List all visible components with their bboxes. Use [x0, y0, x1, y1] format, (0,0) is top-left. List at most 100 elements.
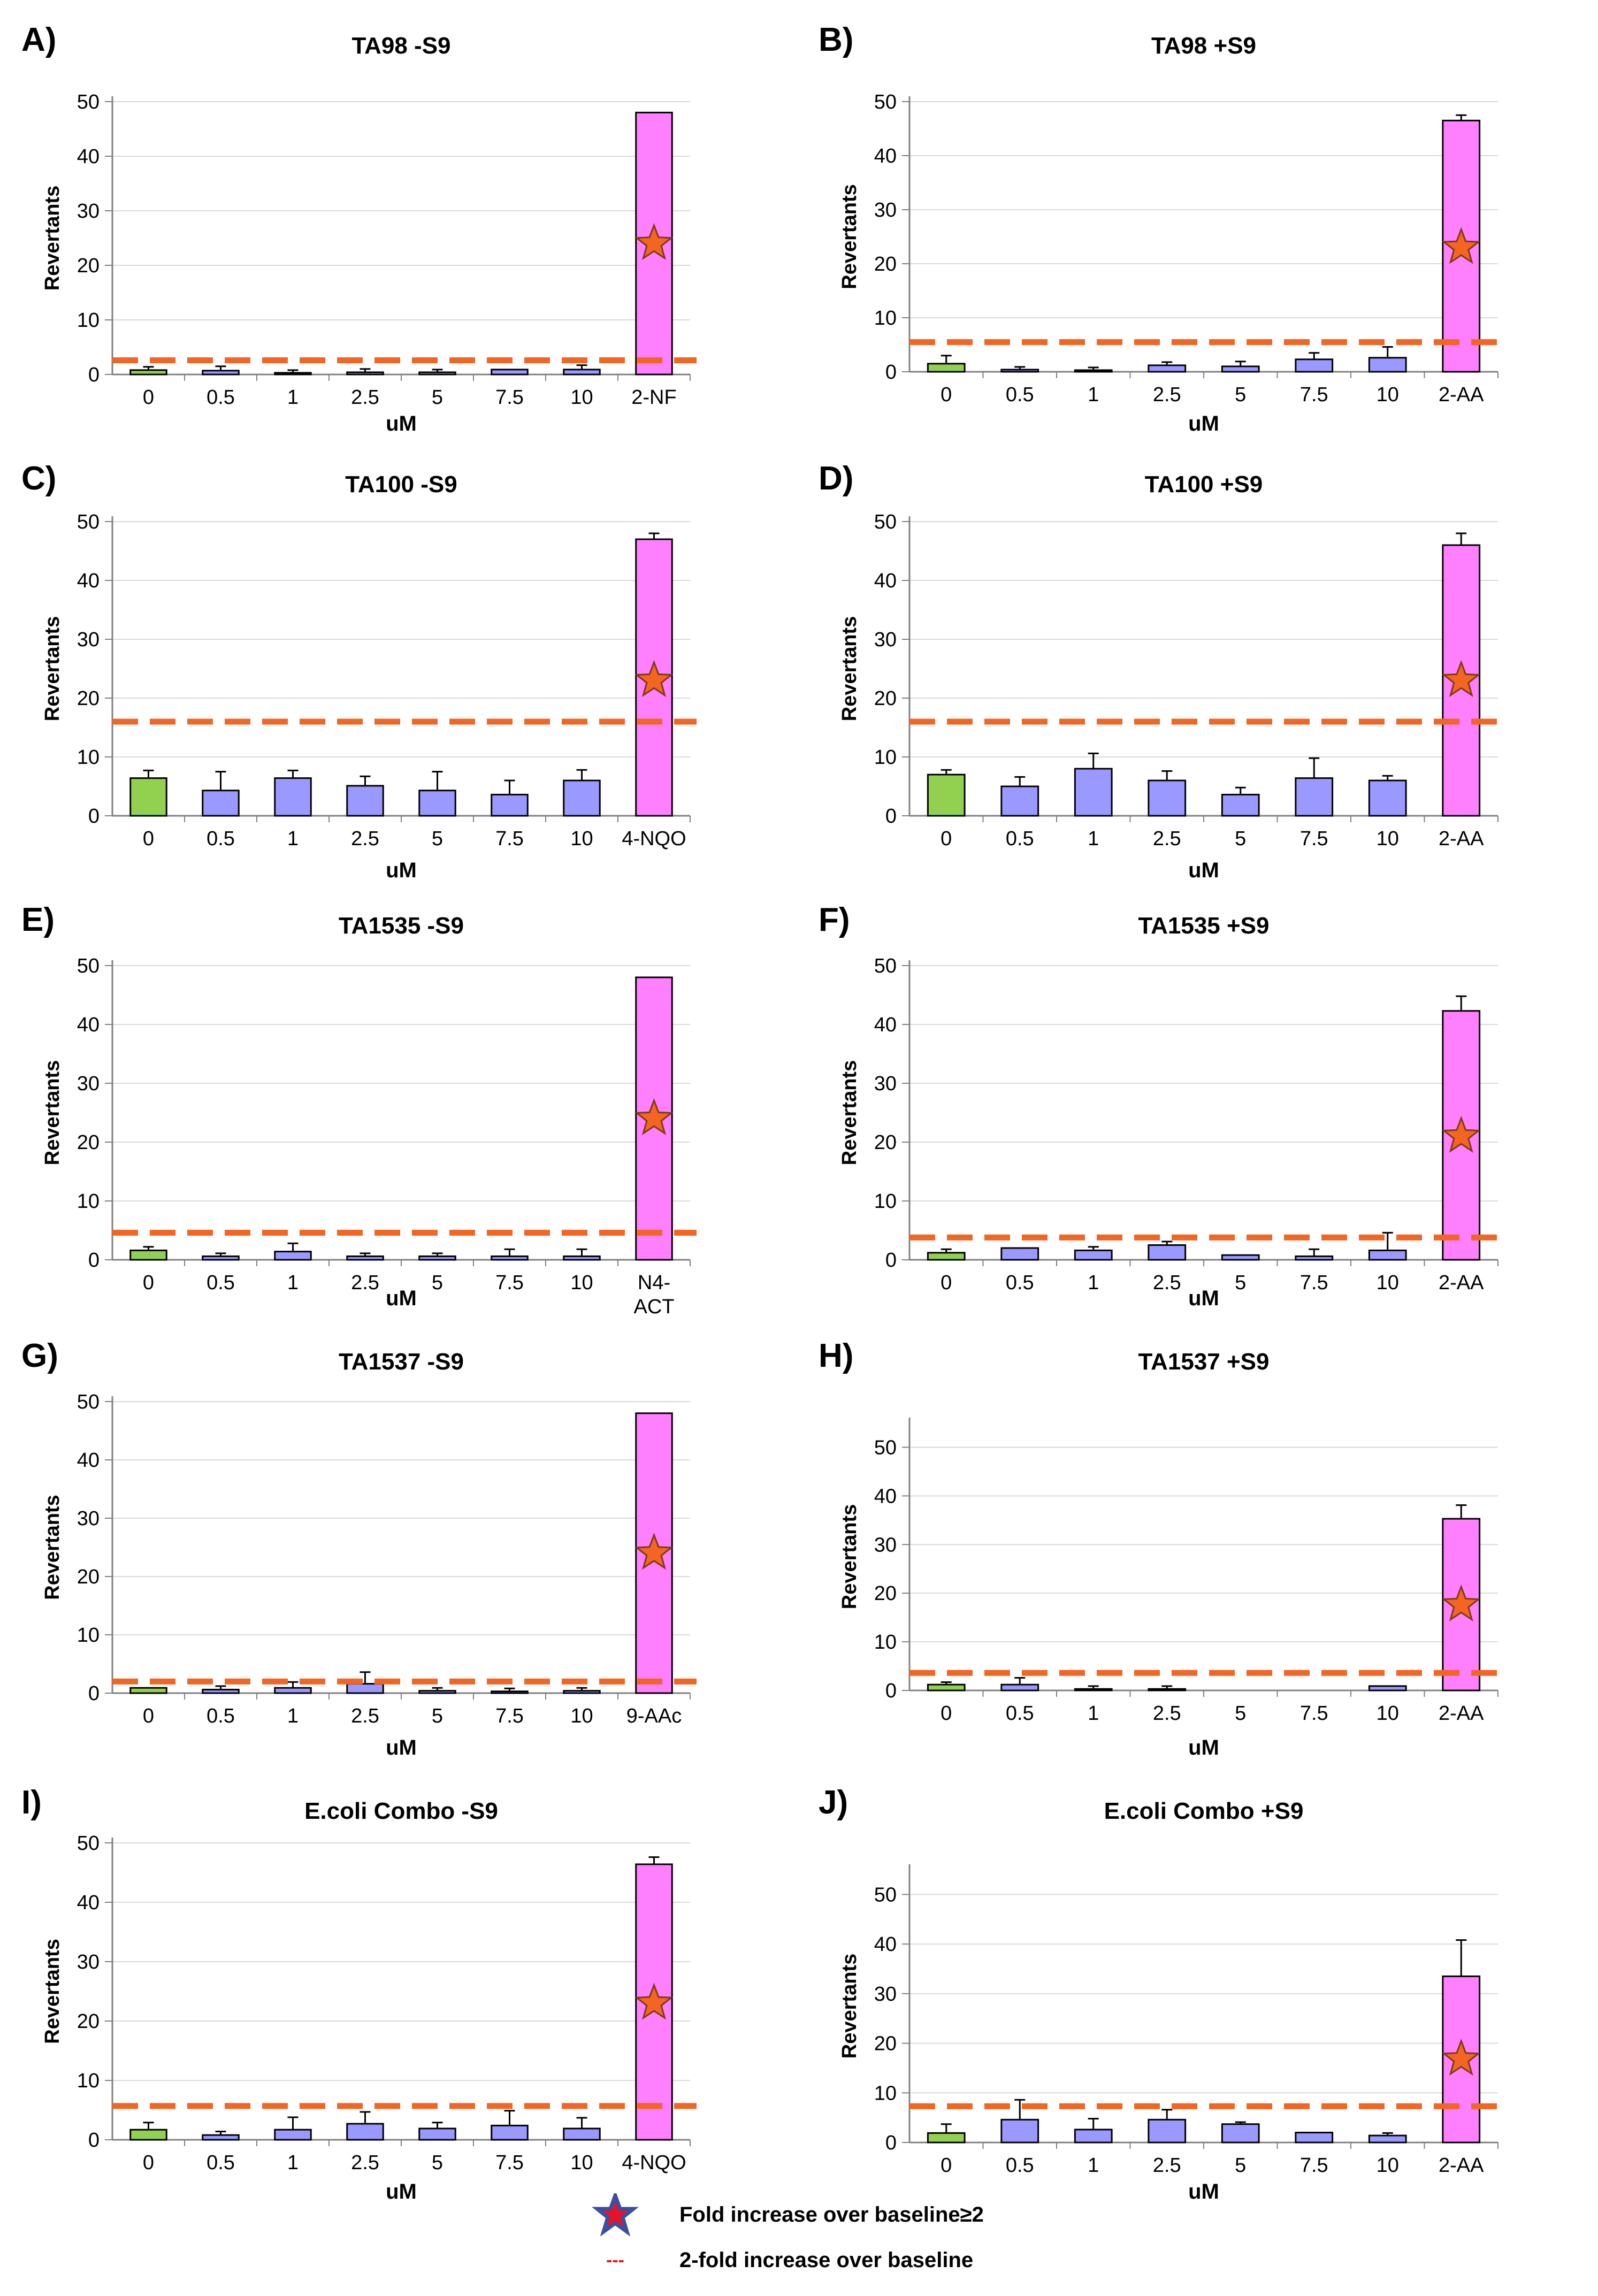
panel-label: C): [21, 460, 56, 497]
y-tick-label: 30: [77, 629, 100, 651]
bar-10: [1368, 1249, 1407, 1261]
bar-2.5: [1148, 779, 1187, 817]
y-tick-label: 10: [77, 1624, 100, 1647]
y-tick-label: 30: [77, 200, 100, 223]
bar-10: [1368, 357, 1407, 373]
y-tick-label: 10: [874, 1190, 897, 1213]
chart-title: TA100 -S9: [345, 471, 457, 498]
x-axis-label: uM: [386, 2180, 417, 2203]
bar-1: [274, 1687, 312, 1694]
x-tick-label: 1: [287, 828, 299, 850]
bar-1: [1074, 1688, 1113, 1692]
y-tick-label: 50: [874, 91, 897, 113]
x-tick-label: 0: [941, 384, 952, 406]
y-tick-label: 30: [77, 1073, 100, 1095]
bar-2.5: [346, 1255, 384, 1261]
x-tick-label: 2.5: [1153, 2154, 1181, 2177]
y-tick-label: 10: [874, 746, 897, 769]
chart-panel-i: I) E.coli Combo -S901020304050Revertants0…: [21, 1784, 697, 2203]
legend-star-icon: [567, 2193, 663, 2236]
x-tick-label: 9-AAc: [626, 1705, 682, 1727]
legend-line-row: --- 2-fold increase over baseline: [567, 2239, 973, 2282]
bar-2.5: [346, 1683, 384, 1694]
y-tick-label: 10: [77, 309, 100, 332]
y-tick-label: 40: [874, 1485, 897, 1507]
y-tick-label: 20: [874, 2033, 897, 2055]
bar-1: [1074, 2129, 1113, 2144]
y-axis-label: Revertants: [838, 1954, 861, 2058]
x-tick-label: 2.5: [1153, 1272, 1181, 1294]
y-tick-label: 50: [874, 1436, 897, 1459]
bar-0.5: [1000, 369, 1039, 373]
x-axis-label: uM: [1188, 859, 1219, 882]
y-tick-label: 10: [77, 2070, 100, 2092]
panel-label: G): [21, 1337, 58, 1374]
chart-title: TA98 -S9: [351, 33, 450, 59]
y-tick-label: 10: [874, 307, 897, 330]
x-tick-label: 7.5: [495, 1705, 524, 1727]
chart-panel-c: C) TA100 -S9 0 10 20 30 40 50 Revertants 0 0.5 1 2.5…: [21, 460, 697, 882]
x-tick-label: 1: [1088, 2154, 1099, 2177]
y-tick-label: 40: [874, 1933, 897, 1956]
chart-title: E.coli Combo -S9: [304, 1798, 498, 1824]
bar-5: [418, 790, 456, 817]
bar-0.5: [1000, 1247, 1039, 1261]
chart-panel-j: J) E.coli Combo +S901020304050Revertants0…: [819, 1784, 1504, 2203]
y-tick-label: 30: [874, 1073, 897, 1095]
x-axis-label: uM: [386, 1287, 417, 1310]
x-axis-label: uM: [1188, 2180, 1219, 2203]
x-tick-label: ACT: [634, 1296, 675, 1318]
x-tick-label: 1: [287, 386, 299, 409]
bar-0.5: [1000, 1683, 1039, 1692]
bar-0: [129, 2129, 167, 2141]
panel-label: H): [819, 1337, 853, 1374]
bar-7.5: [491, 1255, 529, 1261]
chart-title: TA1537 +S9: [1138, 1349, 1269, 1375]
legend-star-row: Fold increase over baseline≥2: [567, 2193, 984, 2236]
y-tick-label: 40: [874, 1014, 897, 1036]
bar-1: [1074, 768, 1113, 817]
y-tick-label: 40: [77, 1014, 100, 1036]
x-tick-label: 2.5: [351, 2152, 379, 2174]
bar-2.5: [1148, 1688, 1187, 1692]
x-tick-label: 10: [1377, 828, 1399, 850]
x-tick-label: 1: [1088, 384, 1099, 406]
x-axis-label: uM: [386, 1736, 417, 1759]
x-tick-label: 0: [941, 1272, 952, 1294]
x-tick-label: 1: [1088, 828, 1099, 850]
bar-0.5: [202, 1255, 240, 1261]
chart-title: TA1535 +S9: [1138, 913, 1269, 939]
x-axis-label: uM: [1188, 412, 1219, 435]
bar-7.5: [1295, 777, 1334, 817]
bar-0: [129, 777, 167, 817]
x-tick-label: 7.5: [495, 1272, 524, 1294]
fold-increase-star: [634, 660, 674, 697]
x-tick-label: 0: [143, 1272, 154, 1294]
fold-increase-star: [634, 223, 674, 261]
y-tick-label: 50: [874, 955, 897, 977]
bar-2.5: [346, 785, 384, 817]
y-tick-label: 0: [885, 361, 897, 384]
x-tick-label: 2-AA: [1439, 1702, 1484, 1725]
bar-0: [927, 774, 966, 817]
bar-2.5: [1148, 364, 1187, 373]
y-tick-label: 20: [874, 687, 897, 710]
bar-5: [418, 2127, 456, 2141]
x-tick-label: 5: [1235, 1702, 1246, 1725]
legend-star-shape: [592, 2193, 639, 2236]
x-tick-label: 5: [432, 386, 443, 409]
bar-7.5: [491, 369, 529, 376]
y-tick-label: 30: [874, 1983, 897, 2006]
fold-increase-star: [1441, 660, 1481, 697]
y-tick-label: 0: [88, 1249, 100, 1272]
x-tick-label: 5: [432, 2152, 443, 2174]
bar-10: [563, 369, 601, 376]
y-tick-label: 40: [874, 570, 897, 592]
x-tick-label: 5: [1235, 2154, 1246, 2177]
x-tick-label: 2.5: [351, 828, 379, 850]
x-tick-label: 2-AA: [1439, 828, 1484, 850]
x-tick-label: 0.5: [1006, 828, 1034, 850]
x-tick-label: 0: [941, 1702, 952, 1725]
x-tick-label: 5: [432, 1272, 443, 1294]
